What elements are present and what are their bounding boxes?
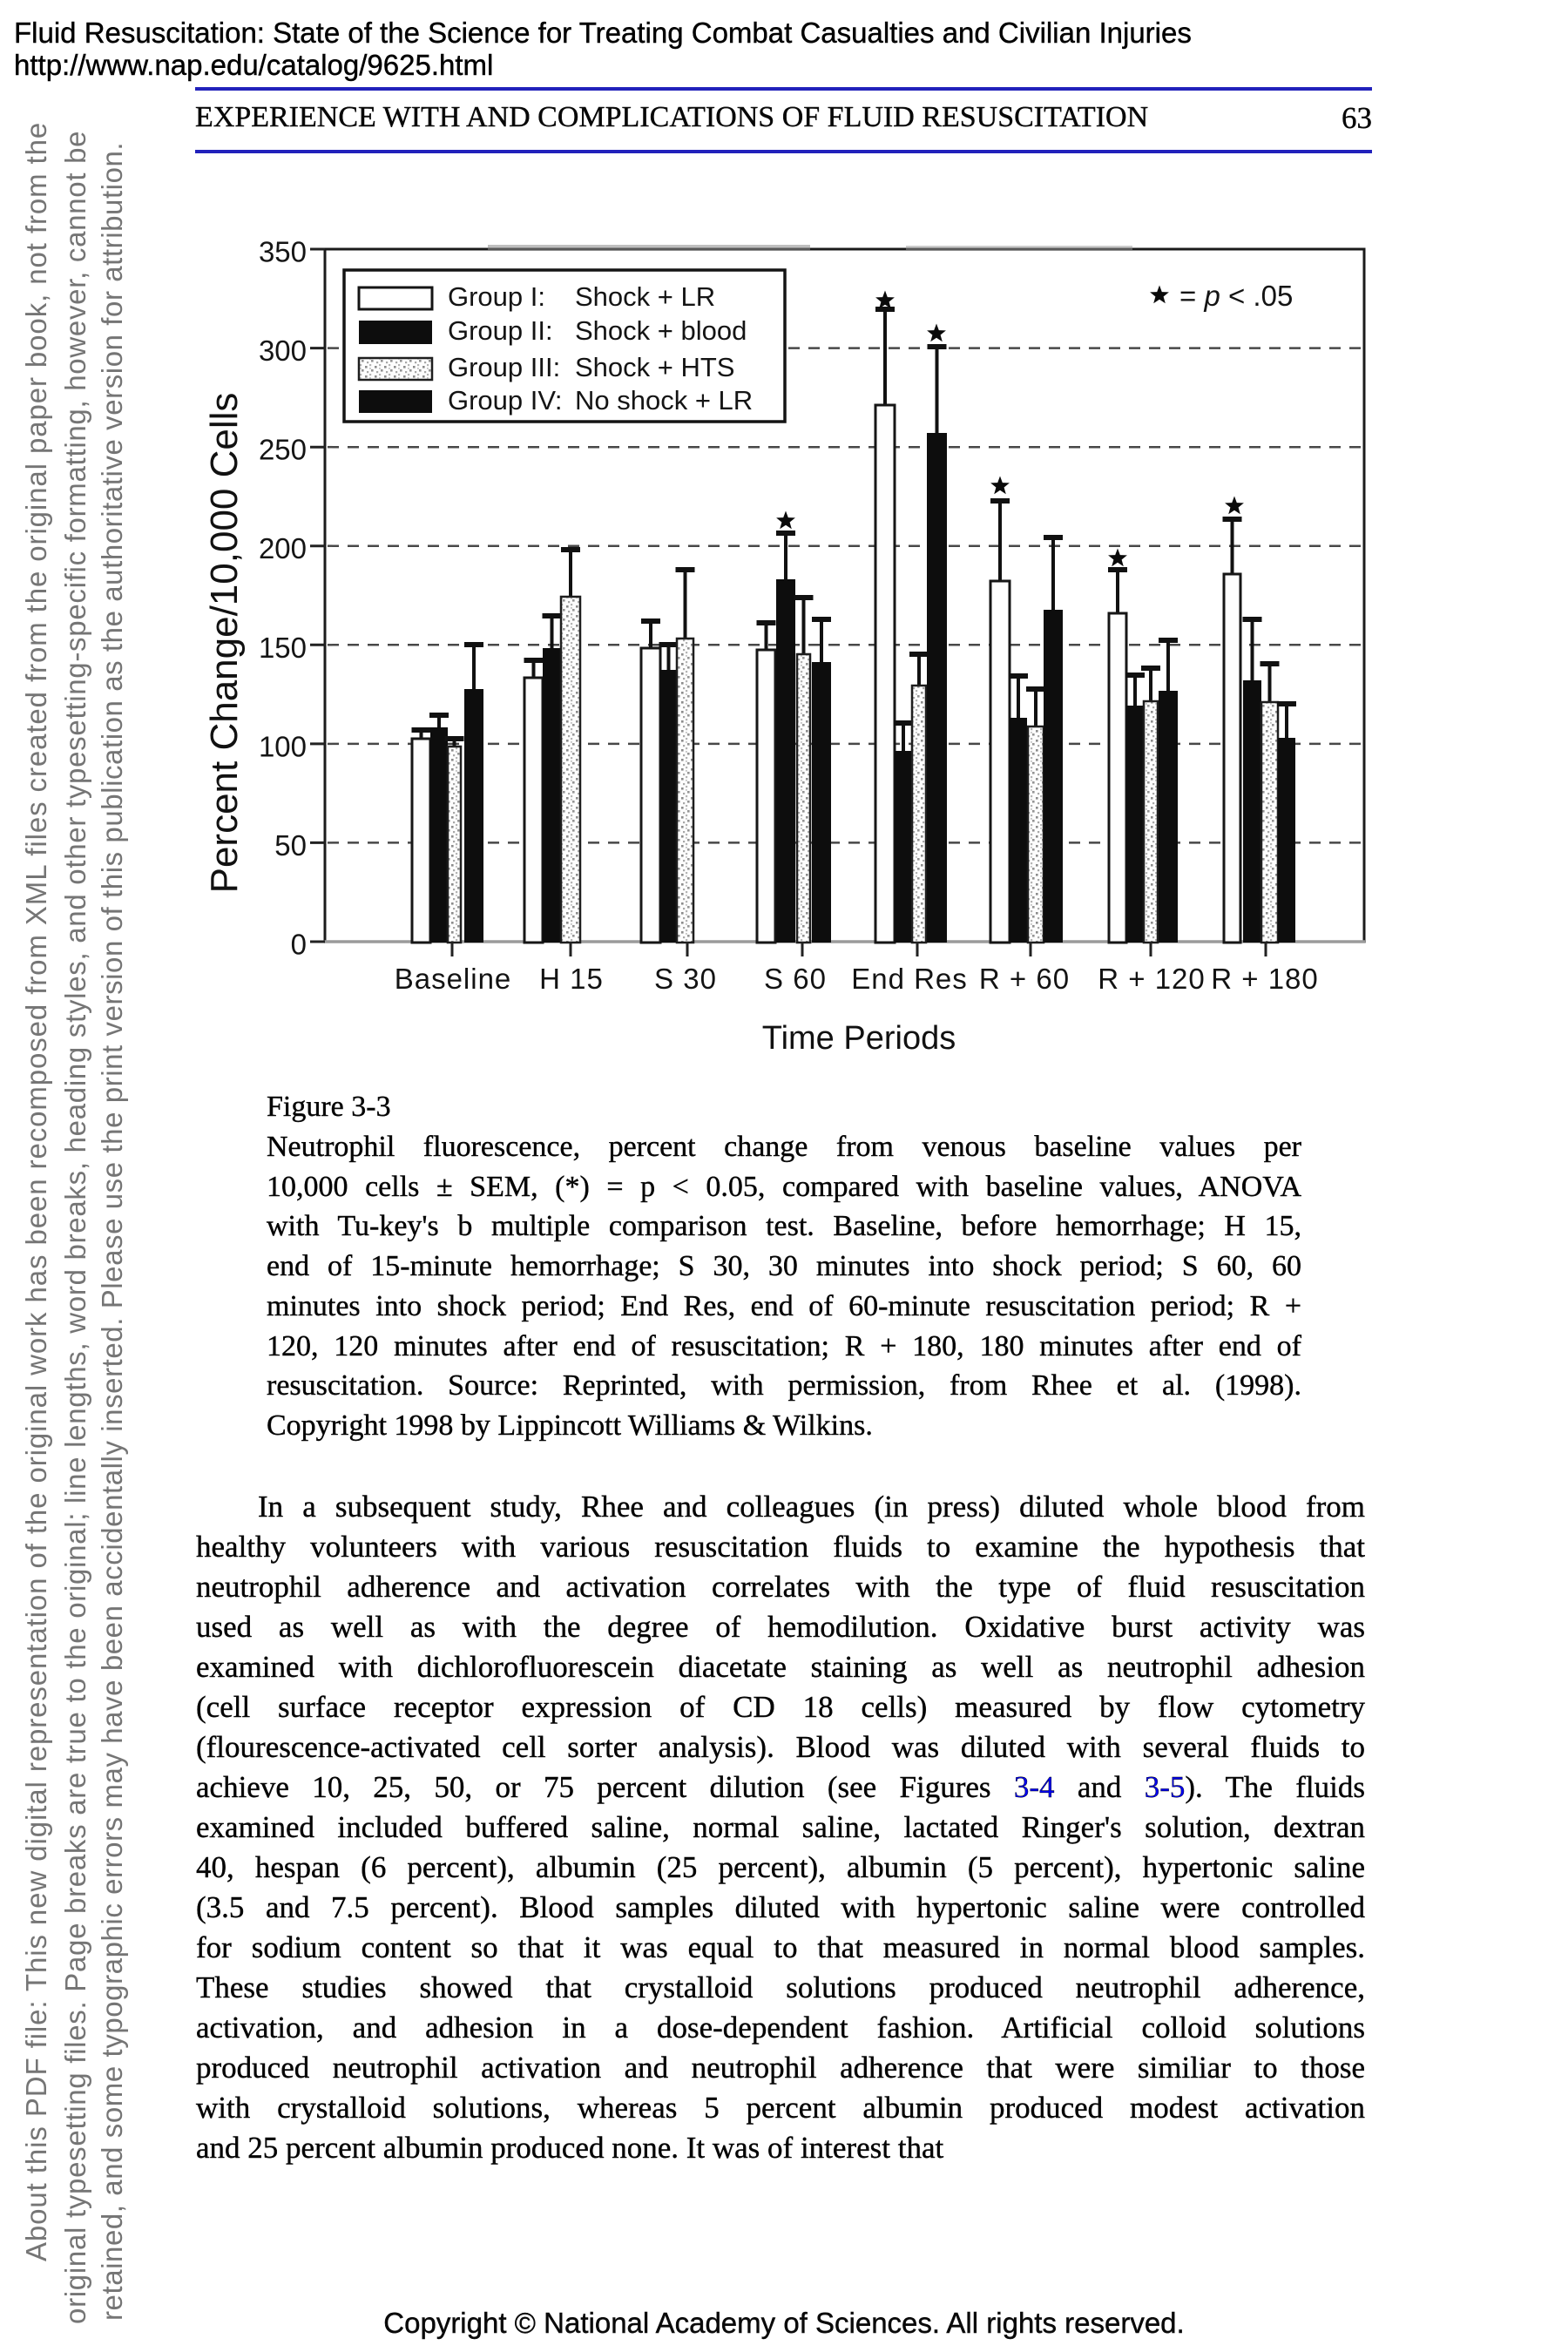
- svg-text:Shock + HTS: Shock + HTS: [575, 352, 735, 382]
- svg-text:100: 100: [259, 730, 307, 762]
- svg-text:S 60: S 60: [764, 963, 827, 995]
- svg-text:Group IV:: Group IV:: [448, 385, 563, 416]
- svg-text:50: 50: [274, 829, 307, 862]
- svg-text:Group I:: Group I:: [448, 281, 545, 312]
- svg-text:250: 250: [259, 434, 307, 466]
- svg-text:150: 150: [259, 632, 307, 664]
- svg-text:300: 300: [259, 335, 307, 367]
- svg-text:Percent Change/10,000 Cells: Percent Change/10,000 Cells: [203, 393, 246, 894]
- svg-text:Group II:: Group II:: [448, 315, 553, 346]
- svg-text:350: 350: [259, 236, 307, 268]
- svg-text:R + 180: R + 180: [1211, 963, 1319, 995]
- svg-text:Baseline: Baseline: [395, 963, 512, 995]
- svg-text:Group III:: Group III:: [448, 352, 560, 382]
- svg-text:End Res: End Res: [851, 963, 968, 995]
- svg-text:0: 0: [291, 929, 307, 961]
- svg-text:R + 60: R + 60: [979, 963, 1070, 995]
- svg-text:No shock + LR: No shock + LR: [575, 385, 753, 416]
- svg-text:Shock + LR: Shock + LR: [575, 281, 715, 312]
- svg-text:H 15: H 15: [539, 963, 604, 995]
- svg-text:Shock + blood: Shock + blood: [575, 315, 747, 346]
- svg-text:200: 200: [259, 532, 307, 564]
- svg-text:= p < .05: = p < .05: [1179, 280, 1293, 312]
- svg-text:S 30: S 30: [654, 963, 717, 995]
- svg-text:R + 120: R + 120: [1098, 963, 1206, 995]
- svg-text:Time Periods: Time Periods: [762, 1020, 956, 1057]
